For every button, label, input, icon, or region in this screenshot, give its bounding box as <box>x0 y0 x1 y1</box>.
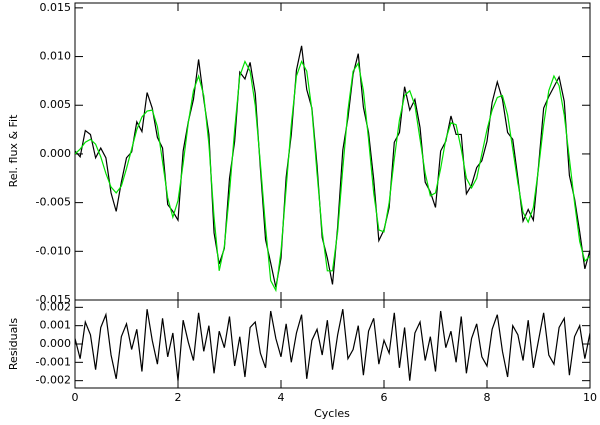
y-tick-label: -0.001 <box>36 355 71 368</box>
y-tick-label: 0.015 <box>40 1 72 14</box>
x-tick-label: 0 <box>72 391 79 404</box>
y-tick-label: 0.000 <box>40 337 72 350</box>
data-line <box>75 309 590 381</box>
y-axis-label: Residuals <box>7 318 20 370</box>
x-tick-label: 4 <box>278 391 285 404</box>
y-tick-label: -0.005 <box>36 196 71 209</box>
y-tick-label: 0.002 <box>40 300 72 313</box>
plot-frame <box>74 299 591 389</box>
x-axis-label: Cycles <box>314 407 350 420</box>
x-tick-label: 6 <box>381 391 388 404</box>
y-tick-label: -0.015 <box>36 293 71 306</box>
y-axis-label: Rel. flux & Fit <box>7 114 20 188</box>
data-line <box>75 59 590 293</box>
data-line <box>75 45 590 288</box>
y-tick-label: 0.000 <box>40 147 72 160</box>
y-tick-label: -0.010 <box>36 244 71 257</box>
x-tick-label: 8 <box>484 391 491 404</box>
y-tick-label: 0.010 <box>40 50 72 63</box>
x-tick-label: 2 <box>175 391 182 404</box>
y-tick-label: 0.001 <box>40 319 72 332</box>
y-tick-label: 0.005 <box>40 98 72 111</box>
y-tick-label: -0.002 <box>36 374 71 387</box>
x-tick-label: 10 <box>583 391 597 404</box>
